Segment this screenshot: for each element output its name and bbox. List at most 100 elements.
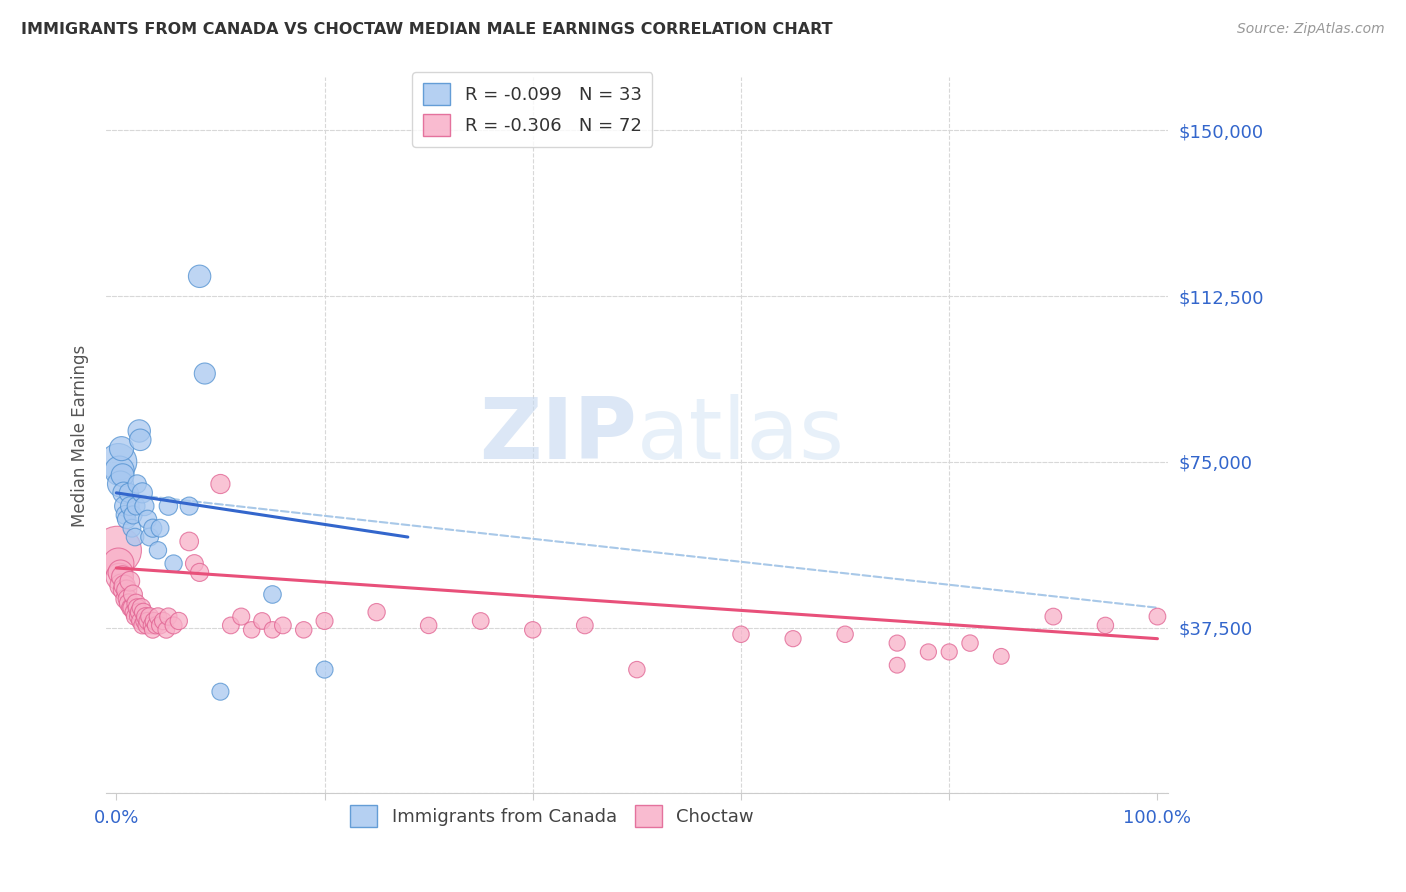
Point [146,543,169,558]
Point [131,600,153,615]
Point [145,618,167,632]
Point [118,596,141,610]
Point [292,623,315,637]
Point [142,521,165,535]
Point [127,600,149,615]
Point [115,512,138,526]
Point [120,600,142,615]
Y-axis label: Median Male Earnings: Median Male Earnings [72,344,89,526]
Point [124,530,146,544]
Point [157,609,180,624]
Point [134,609,156,624]
Point [209,477,232,491]
Point [250,614,273,628]
Point [152,614,174,628]
Point [136,512,159,526]
Point [470,614,492,628]
Point [128,605,150,619]
Point [107,455,129,469]
Point [886,636,908,650]
Point [118,574,141,589]
Point [115,583,138,598]
Point [162,618,184,632]
Point [149,521,172,535]
Point [118,486,141,500]
Point [122,508,145,522]
Point [188,566,211,580]
Point [110,566,132,580]
Point [730,627,752,641]
Point [183,557,205,571]
Point [262,587,284,601]
Point [114,591,136,606]
Point [574,618,596,632]
Point [834,627,856,641]
Point [157,499,180,513]
Point [990,649,1012,664]
Point [134,499,156,513]
Point [121,521,143,535]
Point [105,543,128,558]
Point [626,663,648,677]
Point [418,618,440,632]
Point [122,587,145,601]
Point [194,367,217,381]
Point [959,636,981,650]
Point [142,614,165,628]
Point [155,623,177,637]
Point [141,618,163,632]
Point [209,684,232,698]
Point [262,623,284,637]
Point [121,600,143,615]
Point [127,609,149,624]
Point [131,486,153,500]
Point [366,605,388,619]
Point [122,605,145,619]
Point [134,614,156,628]
Point [179,534,201,549]
Point [107,557,129,571]
Point [111,570,134,584]
Point [314,663,336,677]
Point [188,269,211,284]
Point [114,508,136,522]
Point [138,609,160,624]
Point [240,623,263,637]
Point [118,499,141,513]
Point [112,583,135,598]
Text: ZIP: ZIP [479,394,637,477]
Point [162,557,184,571]
Point [136,614,159,628]
Point [124,609,146,624]
Point [125,596,148,610]
Point [117,591,139,606]
Point [1042,609,1064,624]
Point [271,618,294,632]
Point [179,499,201,513]
Text: Source: ZipAtlas.com: Source: ZipAtlas.com [1237,22,1385,37]
Text: IMMIGRANTS FROM CANADA VS CHOCTAW MEDIAN MALE EARNINGS CORRELATION CHART: IMMIGRANTS FROM CANADA VS CHOCTAW MEDIAN… [21,22,832,37]
Point [146,609,169,624]
Point [314,614,336,628]
Point [114,579,136,593]
Point [231,609,253,624]
Point [142,623,165,637]
Point [110,477,132,491]
Point [110,579,132,593]
Point [1146,609,1168,624]
Legend: Immigrants from Canada, Choctaw: Immigrants from Canada, Choctaw [343,798,761,834]
Point [110,442,132,456]
Point [132,605,155,619]
Point [111,468,134,483]
Point [938,645,960,659]
Point [135,618,157,632]
Point [127,477,149,491]
Point [917,645,939,659]
Point [138,530,160,544]
Point [108,570,131,584]
Point [129,433,152,447]
Point [149,618,172,632]
Point [131,618,153,632]
Point [522,623,544,637]
Text: atlas: atlas [637,394,845,477]
